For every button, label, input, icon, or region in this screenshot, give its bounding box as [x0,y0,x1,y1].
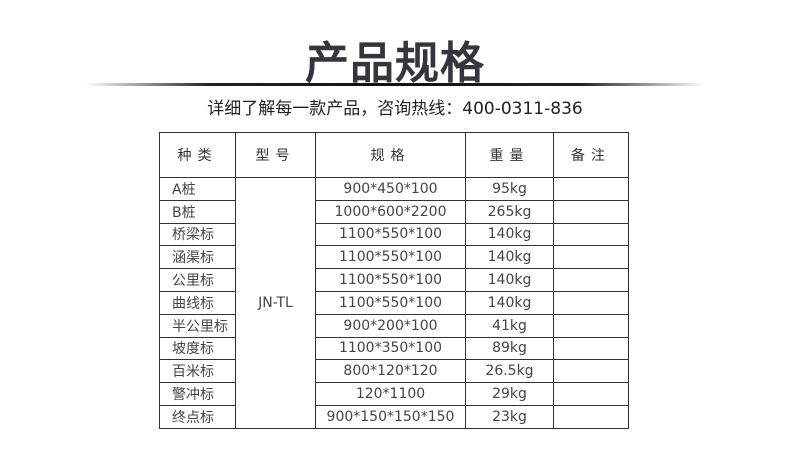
cell-note [553,313,629,338]
cell-weight: 140kg [465,222,554,247]
cell-note [553,336,629,361]
table-row: 公里标 1100*550*100 140kg [159,268,629,292]
table-row: A桩 JN-TL 900*450*100 95kg [159,177,629,429]
cell-spec: 900*450*100 [315,177,466,201]
table-row: 百米标 800*120*120 26.5kg [159,359,629,384]
header-weight: 重量 [465,132,554,178]
cell-spec: 1100*550*100 [315,290,466,315]
cell-kind: A桩 [159,177,236,201]
cell-note [553,177,629,201]
cell-note [553,245,629,270]
cell-weight: 29kg [465,382,554,406]
cell-weight: 89kg [465,336,554,361]
cell-note [553,404,629,429]
cell-kind: B桩 [159,199,236,224]
cell-spec: 1000*600*2200 [315,199,466,224]
cell-spec: 1100*550*100 [315,222,466,247]
cell-weight: 140kg [465,245,554,270]
table-row: 桥梁标 1100*550*100 140kg [159,222,629,247]
cell-spec: 900*200*100 [315,313,466,338]
spec-table: 种类 型号 规格 重量 备注 A桩 JN-TL 900*450*100 95kg B桩 1… [159,132,629,429]
cell-weight: 140kg [465,290,554,315]
cell-weight: 265kg [465,199,554,224]
table-row: 曲线标 1100*550*100 140kg [159,290,629,315]
cell-spec: 800*120*120 [315,359,466,384]
cell-weight: 26.5kg [465,359,554,384]
cell-weight: 41kg [465,313,554,338]
cell-kind: 终点标 [159,404,236,429]
cell-spec: 120*1100 [315,382,466,406]
table-row: 终点标 900*150*150*150 23kg [159,404,629,429]
table-row: 坡度标 1100*350*100 89kg [159,336,629,361]
cell-note [553,222,629,247]
cell-kind: 警冲标 [159,382,236,406]
cell-model: JN-TL [235,177,316,429]
cell-note [553,199,629,224]
cell-weight: 23kg [465,404,554,429]
table-row: 警冲标 120*1100 29kg [159,382,629,406]
cell-spec: 900*150*150*150 [315,404,466,429]
page-title: 产品规格 [305,38,485,89]
cell-note [553,290,629,315]
cell-spec: 1100*350*100 [315,336,466,361]
cell-kind: 百米标 [159,359,236,384]
hotline-text: 详细了解每一款产品，咨询热线：400-0311-836 [207,99,583,119]
table-row: 涵渠标 1100*550*100 140kg [159,245,629,270]
cell-note [553,382,629,406]
cell-kind: 涵渠标 [159,245,236,270]
cell-kind: 桥梁标 [159,222,236,247]
table-row: B桩 1000*600*2200 265kg [159,199,629,224]
cell-note [553,359,629,384]
cell-kind: 公里标 [159,268,236,292]
cell-kind: 坡度标 [159,336,236,361]
header-note: 备注 [553,132,629,178]
cell-weight: 95kg [465,177,554,201]
cell-kind: 半公里标 [159,313,236,338]
cell-spec: 1100*550*100 [315,268,466,292]
table-row: 半公里标 900*200*100 41kg [159,313,629,338]
header-spec: 规格 [315,132,466,178]
cell-kind: 曲线标 [159,290,236,315]
header-kind: 种类 [159,132,236,178]
cell-spec: 1100*550*100 [315,245,466,270]
table-header: 种类 型号 规格 重量 备注 [159,132,629,178]
cell-weight: 140kg [465,268,554,292]
divider [85,83,705,86]
cell-note [553,268,629,292]
header-model: 型号 [235,132,316,178]
